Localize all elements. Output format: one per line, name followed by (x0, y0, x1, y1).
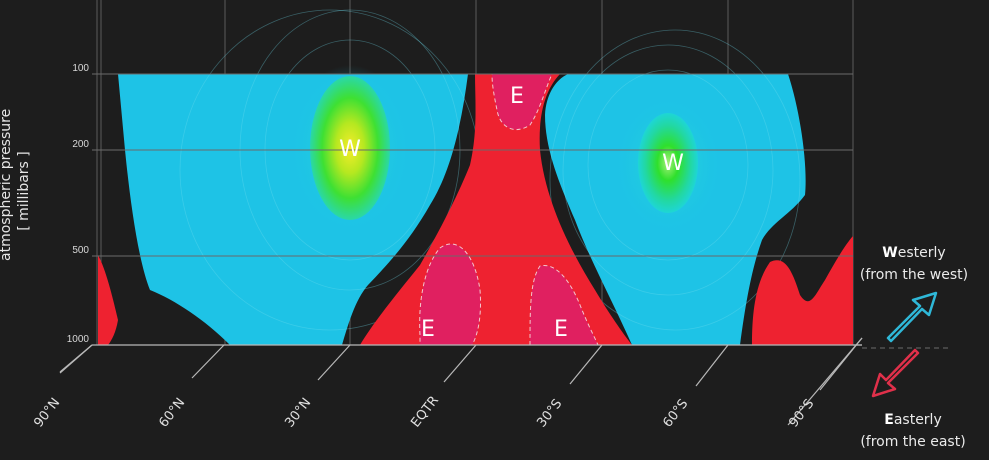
legend-westerly: Westerly (from the west) (856, 242, 972, 286)
x-tick-label-90s: 90°S (786, 397, 817, 431)
x-tick-label-30s: 30°S (534, 397, 565, 431)
legend-westerly-rest: esterly (897, 245, 946, 261)
easterly-region-south-pole (752, 236, 853, 345)
easterly-core-low-right (529, 264, 599, 346)
x-tick-label-60s: 60°S (660, 397, 691, 431)
region-label-easterly-low-right: E (554, 317, 568, 342)
pressure-grid (92, 73, 853, 257)
region-label-westerly-north: W (339, 137, 361, 162)
easterly-regions (98, 73, 853, 346)
legend-easterly-rest: asterly (893, 412, 942, 428)
x-tick-label-60n: 60°N (156, 395, 188, 430)
westerly-arrow-icon (886, 291, 938, 343)
y-tick-label-500: 500 (72, 245, 89, 256)
x-tick-label-30n: 30°N (282, 395, 314, 430)
westerly-regions (118, 9, 806, 345)
x-tick-label-90n: 90°N (31, 395, 63, 430)
y-tick-label-1000: 1000 (67, 334, 90, 345)
region-label-westerly-south: W (662, 151, 684, 176)
y-tick-label-200: 200 (72, 139, 89, 150)
legend-westerly-initial: W (882, 245, 898, 261)
easterly-region-north-pole (98, 255, 118, 345)
easterly-core-low-left (419, 243, 481, 346)
legend-easterly-note: (from the east) (860, 434, 966, 450)
x-tick-label-eqtr: EQTR (408, 393, 442, 430)
region-label-easterly-low-left: E (421, 317, 435, 342)
y-axis-title-text: atmospheric pressure (0, 108, 14, 261)
y-axis-title: atmospheric pressure [ millibars ] (0, 108, 33, 261)
y-axis-unit: [ millibars ] (16, 151, 32, 231)
westerly-jet-core-south (638, 113, 698, 213)
westerly-jet-core-north (310, 76, 390, 220)
easterly-core-top (491, 73, 553, 130)
easterly-arrow-icon (871, 348, 920, 398)
legend-easterly-initial: E (884, 412, 894, 428)
region-label-easterly-top: E (510, 84, 524, 109)
legend-easterly: Easterly (from the east) (850, 409, 976, 453)
latitude-ticks (59, 337, 863, 391)
y-tick-label-100: 100 (72, 63, 89, 74)
legend-westerly-note: (from the west) (859, 267, 969, 283)
